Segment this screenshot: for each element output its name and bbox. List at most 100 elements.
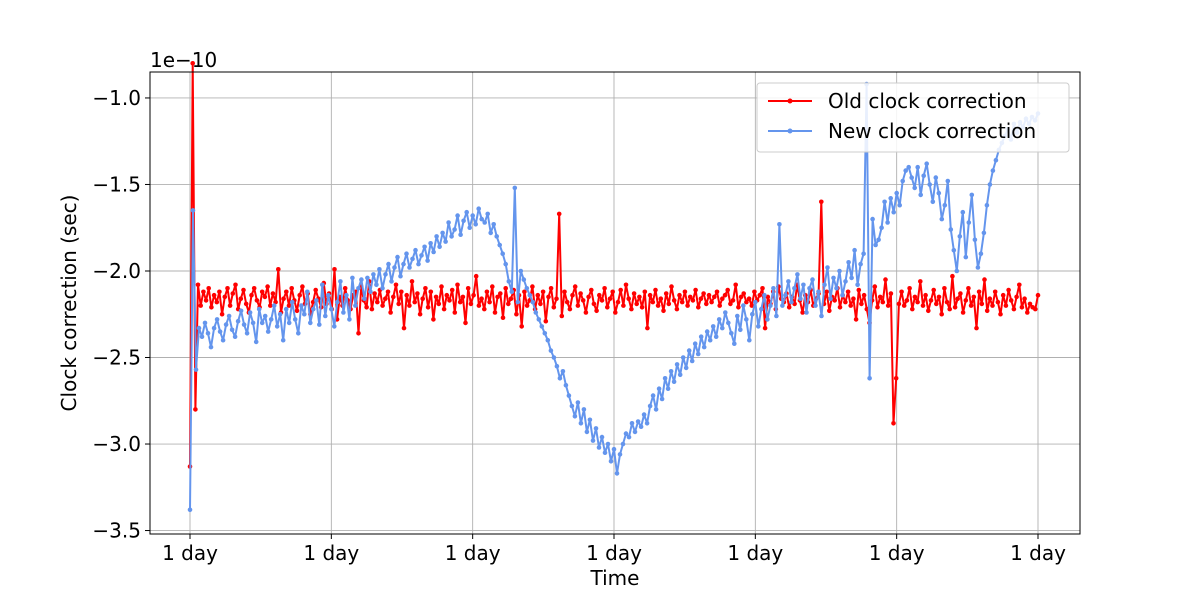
data-point	[945, 178, 951, 184]
data-point	[831, 275, 836, 281]
data-point	[915, 299, 920, 305]
data-point	[461, 218, 466, 224]
data-point	[861, 251, 866, 256]
data-point	[589, 287, 594, 293]
data-point	[966, 220, 972, 225]
data-point	[990, 168, 996, 173]
data-point	[852, 247, 857, 253]
data-point	[677, 292, 682, 298]
data-point	[1025, 310, 1030, 315]
data-point	[669, 284, 674, 289]
data-point	[512, 185, 518, 191]
data-point	[446, 220, 451, 225]
data-point	[374, 282, 379, 288]
data-point	[436, 301, 442, 307]
data-point	[683, 365, 689, 371]
x-tick-label: 1 day	[445, 541, 501, 565]
data-point	[931, 287, 936, 293]
data-point	[439, 284, 444, 289]
data-point	[804, 310, 809, 315]
data-point	[642, 289, 648, 295]
data-point	[1017, 282, 1022, 288]
data-point	[926, 308, 931, 314]
data-point	[629, 306, 634, 312]
data-point	[311, 306, 316, 312]
data-point	[978, 251, 984, 256]
data-point	[995, 299, 1001, 305]
data-point	[952, 305, 958, 310]
data-point	[575, 303, 581, 308]
data-point	[644, 421, 650, 426]
data-point	[909, 175, 914, 180]
data-point	[342, 286, 348, 291]
data-point	[365, 275, 370, 281]
data-point	[674, 306, 680, 312]
data-point	[966, 286, 971, 291]
data-point	[934, 301, 939, 307]
data-point	[393, 282, 399, 288]
data-point	[498, 291, 503, 296]
data-point	[735, 313, 740, 319]
data-point	[605, 441, 611, 447]
data-point	[503, 286, 509, 291]
data-point	[915, 164, 920, 170]
data-point	[294, 308, 300, 314]
data-point	[353, 303, 358, 308]
data-point	[503, 261, 509, 267]
data-point	[540, 289, 546, 295]
data-point	[920, 303, 926, 308]
data-point	[410, 256, 415, 262]
data-point	[987, 182, 993, 187]
data-point	[578, 291, 583, 296]
data-point	[901, 303, 907, 308]
data-point	[846, 260, 851, 265]
data-point	[713, 334, 719, 340]
data-point	[891, 421, 896, 426]
data-point	[693, 287, 698, 293]
data-point	[947, 306, 952, 312]
data-point	[232, 334, 238, 340]
data-point	[209, 305, 214, 310]
data-point	[855, 282, 860, 288]
data-point	[338, 279, 343, 284]
data-point	[685, 303, 690, 308]
data-point	[317, 322, 322, 327]
data-point	[907, 286, 912, 291]
data-point	[870, 216, 875, 222]
data-point	[396, 301, 402, 307]
data-point	[437, 244, 442, 250]
data-point	[944, 299, 950, 305]
data-point	[492, 310, 498, 315]
data-point	[542, 331, 548, 336]
data-point	[1000, 292, 1006, 298]
data-point	[976, 289, 982, 295]
data-point	[668, 369, 674, 374]
data-point	[467, 225, 473, 230]
data-point	[251, 286, 257, 291]
data-point	[819, 199, 824, 205]
plot-frame	[149, 71, 1081, 535]
data-point	[765, 317, 770, 322]
data-point	[572, 284, 578, 289]
data-point	[476, 206, 482, 211]
data-point	[807, 286, 812, 291]
data-point	[219, 311, 225, 317]
data-point	[662, 376, 668, 381]
data-point	[564, 299, 570, 305]
data-point	[1022, 296, 1027, 302]
data-point	[639, 305, 645, 310]
data-point	[876, 237, 881, 243]
data-point	[271, 303, 277, 308]
data-point	[250, 320, 256, 326]
data-point	[591, 301, 597, 307]
data-point	[843, 299, 848, 305]
data-point	[187, 507, 193, 513]
data-point	[580, 298, 586, 303]
data-point	[893, 376, 899, 381]
data-point	[1006, 287, 1011, 293]
data-point	[524, 286, 530, 291]
data-point	[455, 213, 460, 218]
data-point	[1027, 301, 1033, 307]
data-point	[834, 286, 839, 291]
data-point	[972, 237, 978, 243]
